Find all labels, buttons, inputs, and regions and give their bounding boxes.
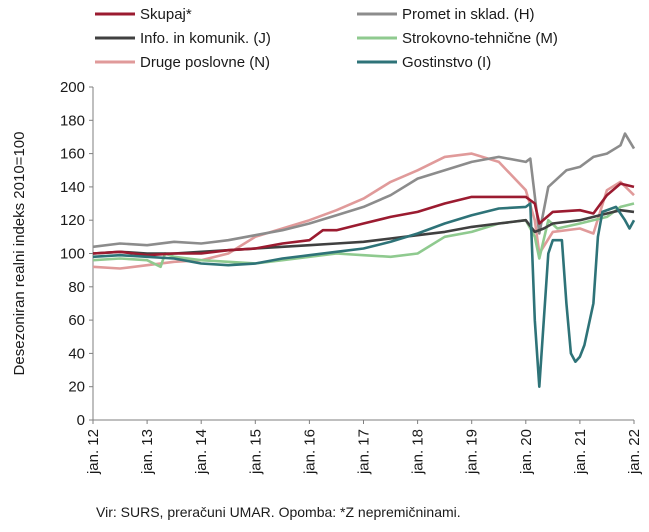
series-line-0 [92, 182, 635, 257]
x-tick-label: jan. 16 [301, 429, 318, 475]
y-tick-label: 140 [60, 179, 85, 196]
y-tick-label: 120 [60, 212, 85, 229]
y-tick-label: 60 [68, 312, 85, 329]
x-tick-label: jan. 15 [247, 429, 264, 475]
y-axis-ticks: 0 20 40 60 80 100 120 140 160 180 200 [60, 79, 93, 429]
y-axis-title: Desezoniran realni indeks 2010=100 [11, 132, 28, 376]
y-tick-label: 100 [60, 246, 85, 263]
y-tick-label: 20 [68, 379, 85, 396]
y-tick-label: 200 [60, 79, 85, 96]
legend: Skupaj* Info. in komunik. (J) Druge poslov… [95, 6, 558, 71]
x-tick-label: jan. 17 [356, 429, 373, 475]
y-tick-label: 0 [77, 412, 85, 429]
x-tick-label: jan. 19 [464, 429, 481, 475]
legend-label-1: Promet in sklad. (H) [402, 6, 535, 23]
series-line-1 [92, 132, 636, 249]
x-tick-label: jan. 14 [193, 429, 210, 475]
series-line-5 [92, 202, 636, 388]
y-tick-label: 40 [68, 345, 85, 362]
y-tick-label: 160 [60, 146, 85, 163]
x-tick-label: jan. 18 [410, 429, 427, 475]
x-axis-ticks: jan. 12 jan. 13 jan. 14 jan. 15 jan. 16 jan. … [85, 420, 643, 475]
y-tick-label: 80 [68, 279, 85, 296]
x-tick-label: jan. 22 [626, 429, 643, 475]
source-note: Vir: SURS, preračuni UMAR. Opomba: *Z ne… [96, 504, 461, 520]
legend-label-3: Strokovno-tehnične (M) [402, 30, 558, 47]
y-tick-label: 180 [60, 112, 85, 129]
x-tick-label: jan. 13 [139, 429, 156, 475]
legend-label-2: Info. in komunik. (J) [140, 30, 271, 47]
series-lines [92, 132, 636, 388]
x-tick-label: jan. 21 [572, 429, 589, 475]
legend-label-4: Druge poslovne (N) [140, 54, 270, 71]
x-tick-label: jan. 20 [518, 429, 535, 475]
legend-label-5: Gostinstvo (I) [402, 54, 491, 71]
legend-label-0: Skupaj* [140, 6, 192, 23]
x-tick-label: jan. 12 [85, 429, 102, 475]
